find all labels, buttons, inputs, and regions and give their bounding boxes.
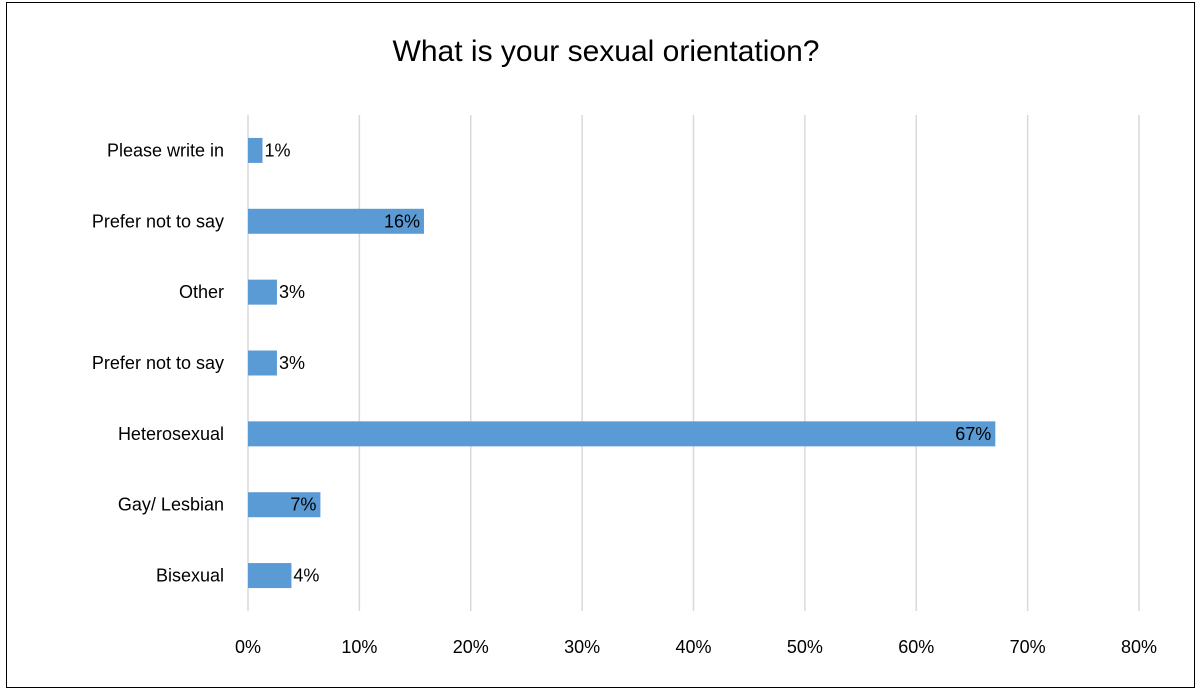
category-label-6: Bisexual — [156, 566, 224, 586]
gridlines — [248, 115, 1139, 611]
category-label-1: Prefer not to say — [92, 211, 224, 231]
bar-6 — [248, 563, 291, 588]
category-label-2: Other — [179, 282, 224, 302]
data-label-4: 67% — [955, 424, 991, 444]
x-tick-label-7: 70% — [1010, 637, 1046, 657]
x-tick-label-3: 30% — [564, 637, 600, 657]
data-labels: 1% 16% 3% 3% 67% 7% 4% — [264, 140, 991, 585]
chart-title: What is your sexual orientation? — [393, 35, 820, 68]
x-tick-label-1: 10% — [341, 637, 377, 657]
data-label-0: 1% — [264, 140, 290, 160]
category-label-3: Prefer not to say — [92, 353, 224, 373]
x-tick-label-0: 0% — [235, 637, 261, 657]
x-tick-label-8: 80% — [1121, 637, 1157, 657]
data-label-5: 7% — [290, 495, 316, 515]
data-label-6: 4% — [293, 566, 319, 586]
x-tick-label-5: 50% — [787, 637, 823, 657]
data-label-3: 3% — [279, 353, 305, 373]
x-tick-label-2: 20% — [453, 637, 489, 657]
data-label-1: 16% — [384, 211, 420, 231]
bar-0 — [248, 138, 262, 163]
data-label-2: 3% — [279, 282, 305, 302]
bar-4 — [248, 421, 995, 446]
category-label-0: Please write in — [107, 140, 224, 160]
category-label-5: Gay/ Lesbian — [118, 495, 224, 515]
bar-2 — [248, 280, 277, 305]
x-tick-label-6: 60% — [898, 637, 934, 657]
bar-3 — [248, 351, 277, 376]
bar-chart: What is your sexual orientation? Please … — [7, 3, 1196, 689]
x-axis-tick-labels: 0% 10% 20% 30% 40% 50% 60% 70% 80% — [235, 637, 1157, 657]
x-tick-label-4: 40% — [675, 637, 711, 657]
category-labels: Please write in Prefer not to say Other Pre… — [92, 140, 224, 585]
chart-frame: What is your sexual orientation? Please … — [6, 2, 1195, 688]
category-label-4: Heterosexual — [118, 424, 224, 444]
